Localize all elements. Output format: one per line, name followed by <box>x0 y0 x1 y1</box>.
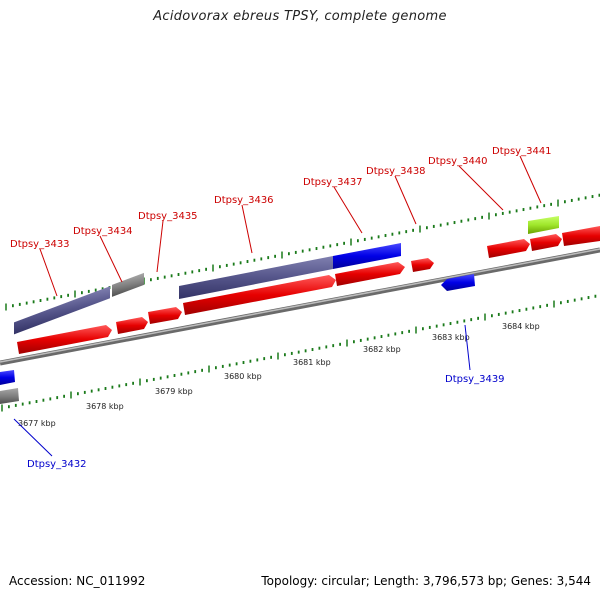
forward-label-text: Dtpsy_3433 Dtpsy_3434 Dtpsy_3435 Dtpsy_3… <box>10 146 552 250</box>
misc-feature-1[interactable] <box>112 272 144 297</box>
map-title: Acidovorax ebreus TPSY, complete genome <box>153 9 447 24</box>
gene-label-3432[interactable]: Dtpsy_3432 <box>27 459 87 470</box>
forward-labels <box>39 155 542 297</box>
reverse-labels <box>13 324 471 457</box>
gene-label-3437[interactable]: Dtpsy_3437 <box>303 177 363 188</box>
forward-gene-3442[interactable] <box>562 226 600 246</box>
reverse-gene-3437-block[interactable] <box>333 243 401 269</box>
forward-gene-3441[interactable] <box>530 234 562 251</box>
scale-label: 3684 kbp <box>502 322 540 331</box>
gene-label-3436[interactable]: Dtpsy_3436 <box>214 195 274 206</box>
gene-label-3441[interactable]: Dtpsy_3441 <box>492 146 552 157</box>
scale-label: 3677 kbp <box>18 419 56 428</box>
inner-tick-row <box>1 294 597 412</box>
gene-label-3433[interactable]: Dtpsy_3433 <box>10 239 70 250</box>
forward-gene-3436[interactable] <box>183 275 336 315</box>
accession-text: Accession: NC_011992 <box>9 574 146 588</box>
scale-labels: 3677 kbp 3678 kbp 3679 kbp 3680 kbp 3681… <box>18 322 540 428</box>
misc-feature-2[interactable] <box>0 388 19 404</box>
scale-label: 3681 kbp <box>293 358 331 367</box>
gene-label-3439[interactable]: Dtpsy_3439 <box>445 374 505 385</box>
forward-gene-3437[interactable] <box>335 262 405 286</box>
scale-label: 3682 kbp <box>363 345 401 354</box>
gene-label-3435[interactable]: Dtpsy_3435 <box>138 211 198 222</box>
scale-label: 3679 kbp <box>155 387 193 396</box>
forward-gene-3440[interactable] <box>487 239 530 258</box>
scale-label: 3678 kbp <box>86 402 124 411</box>
reverse-label-text: Dtpsy_3432 Dtpsy_3439 <box>27 374 505 470</box>
genome-backbone <box>0 247 600 366</box>
reverse-gene-3432[interactable] <box>0 370 15 385</box>
operon-bar-2[interactable] <box>179 256 333 299</box>
gene-label-3440[interactable]: Dtpsy_3440 <box>428 156 488 167</box>
forward-gene-3435[interactable] <box>148 307 182 324</box>
operon-bar-1[interactable] <box>14 286 110 335</box>
forward-gene-3438[interactable] <box>411 258 434 272</box>
forward-gene-3433[interactable] <box>17 325 112 354</box>
scale-label: 3680 kbp <box>224 372 262 381</box>
scale-label: 3683 kbp <box>432 333 470 342</box>
forward-gene-3434[interactable] <box>116 317 148 334</box>
reverse-gene-3439[interactable] <box>441 274 475 291</box>
rna-gene-3441[interactable] <box>528 216 559 234</box>
gene-label-3434[interactable]: Dtpsy_3434 <box>73 226 133 237</box>
genome-summary-text: Topology: circular; Length: 3,796,573 bp… <box>261 574 591 588</box>
gene-label-3438[interactable]: Dtpsy_3438 <box>366 166 426 177</box>
